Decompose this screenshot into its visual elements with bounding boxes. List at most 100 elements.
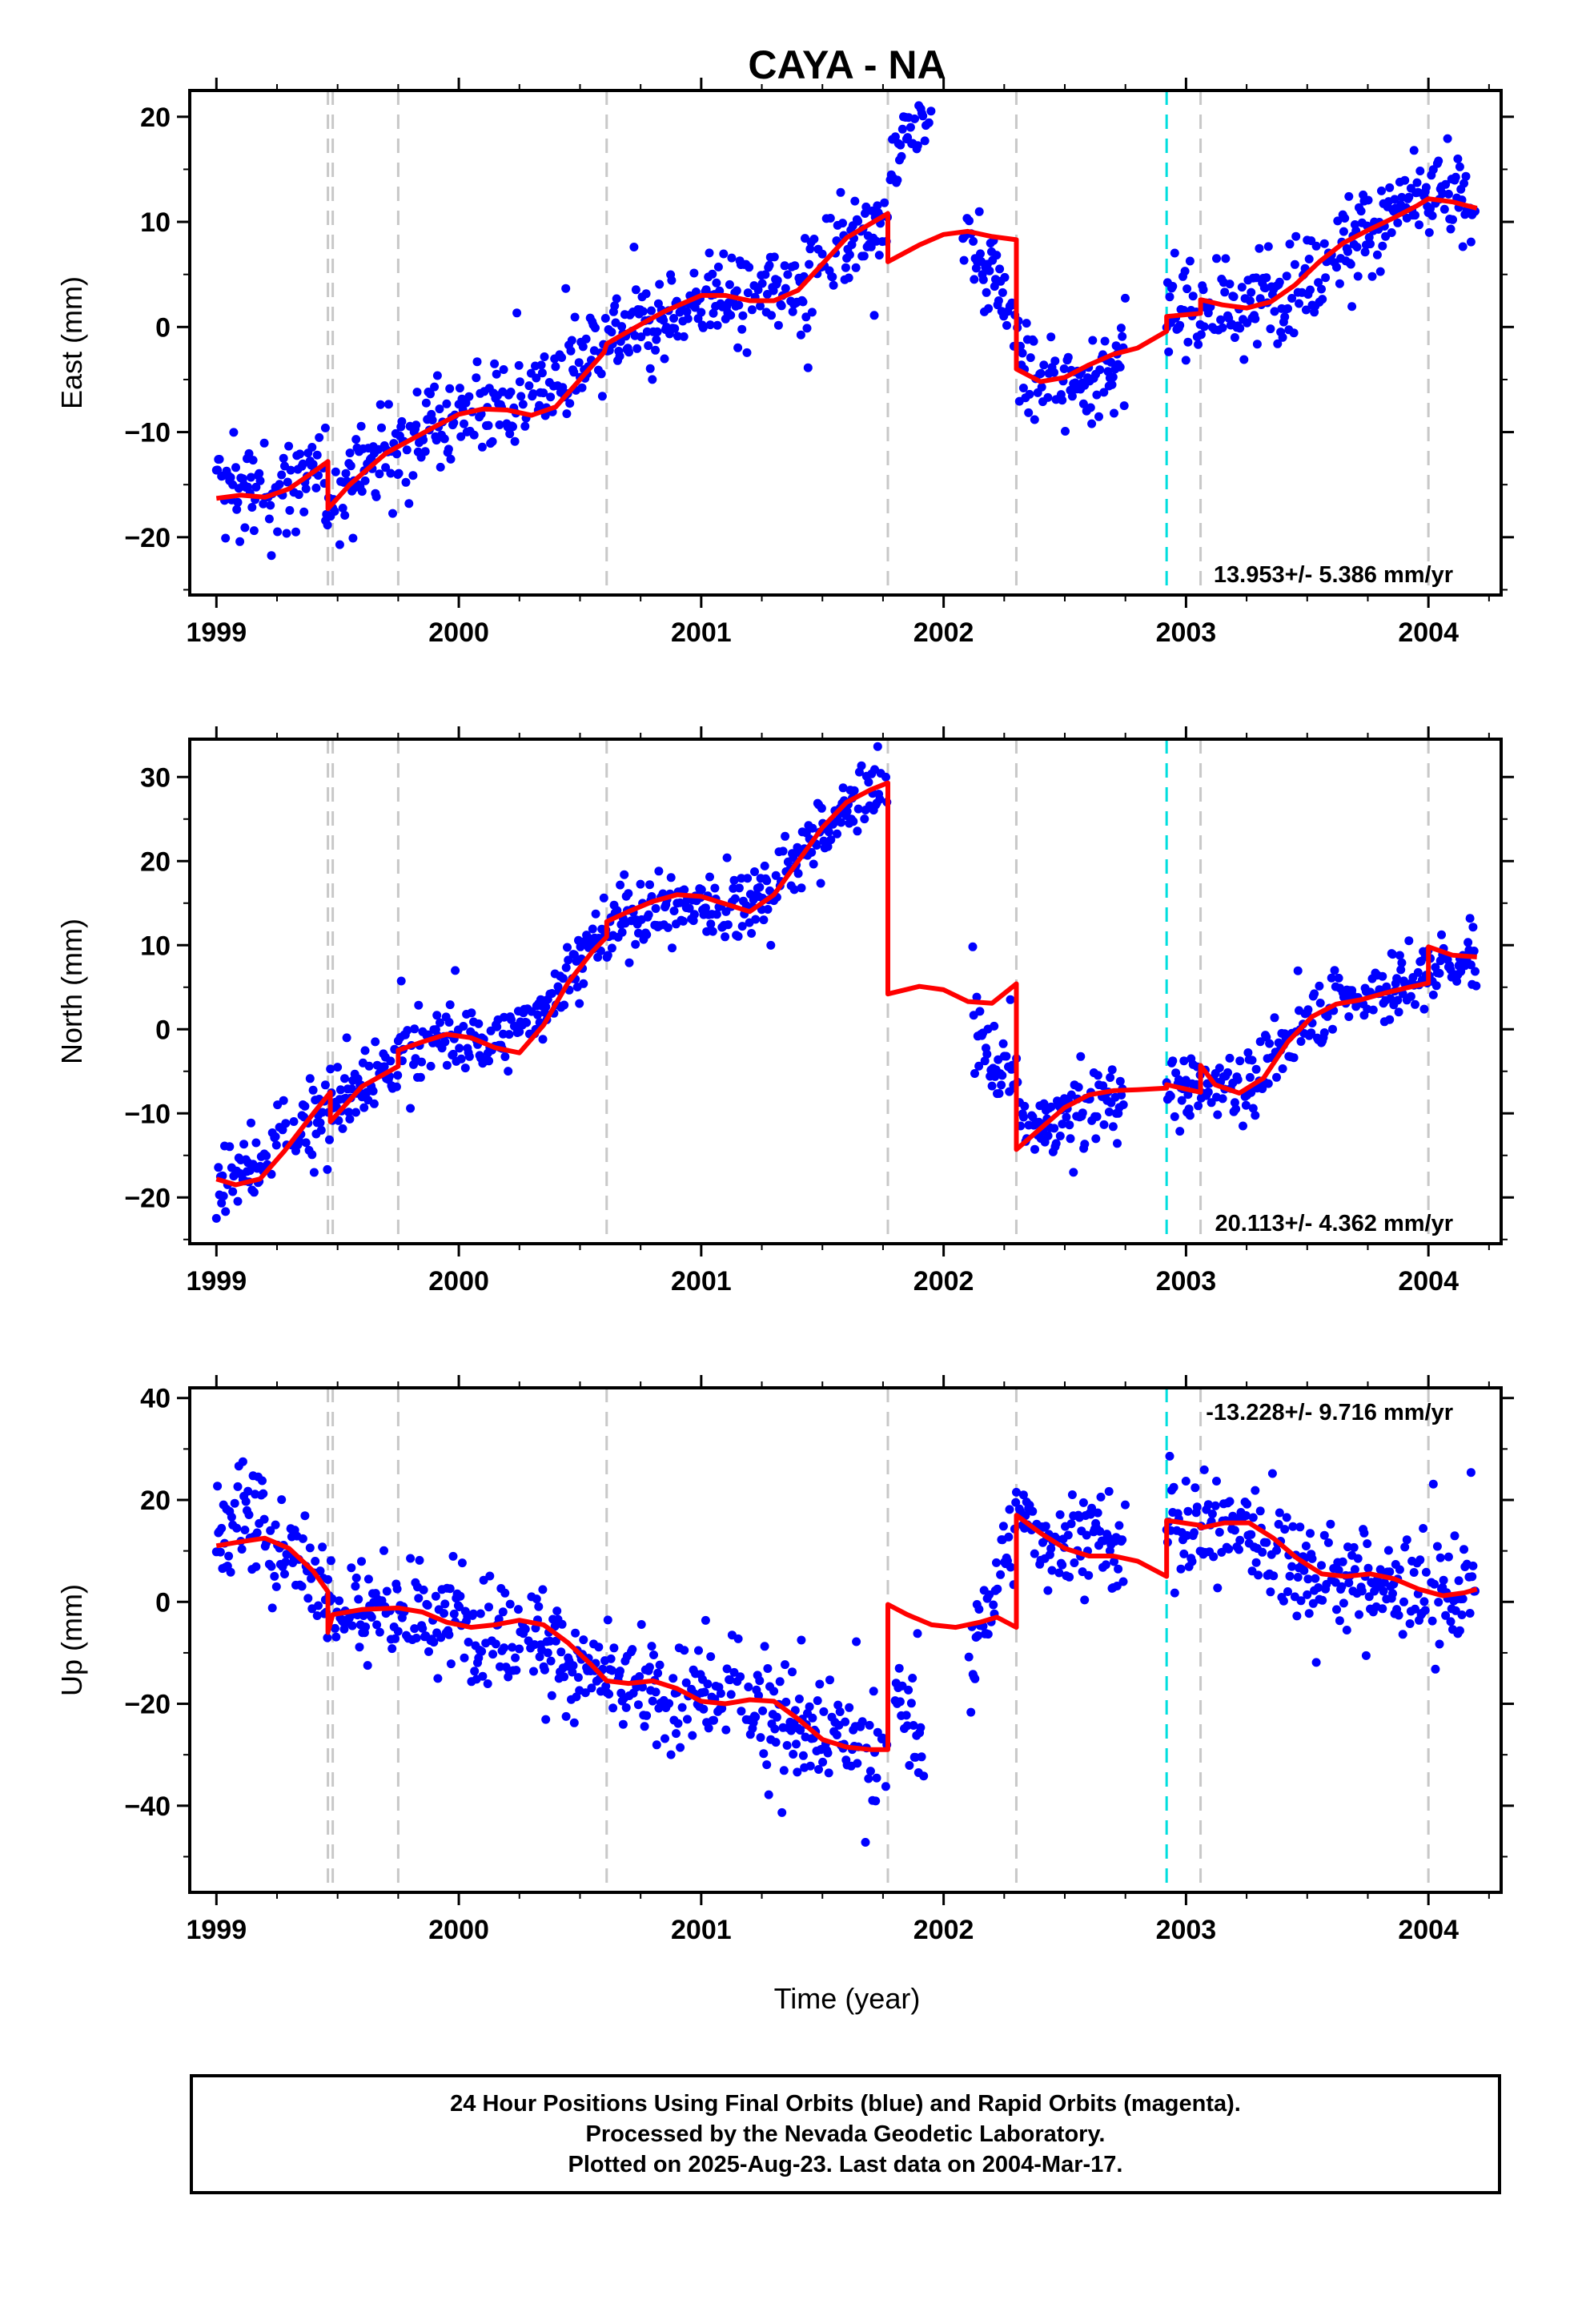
data-point <box>716 1689 725 1699</box>
data-point <box>1165 1451 1174 1461</box>
data-point <box>510 436 520 446</box>
data-point <box>769 1687 779 1696</box>
data-point <box>1274 1519 1283 1529</box>
data-point <box>744 1683 753 1691</box>
data-point <box>1043 1131 1053 1140</box>
data-point <box>792 1739 801 1749</box>
data-point <box>1435 1553 1445 1562</box>
data-point <box>606 1654 616 1663</box>
data-point <box>1363 1539 1372 1549</box>
data-point <box>636 1620 646 1629</box>
data-point <box>709 1715 718 1725</box>
data-point <box>387 1644 397 1654</box>
data-point <box>838 783 848 793</box>
data-point <box>1465 1609 1475 1618</box>
data-point <box>338 504 347 513</box>
data-point <box>1051 1139 1061 1148</box>
data-point <box>226 472 235 482</box>
data-point <box>824 827 833 837</box>
data-point <box>371 492 381 501</box>
data-point <box>897 124 907 134</box>
y-axis-label: Up (mm) <box>55 1584 88 1696</box>
data-point <box>579 1635 588 1645</box>
x-tick-label: 2000 <box>428 617 489 648</box>
data-point <box>1458 242 1468 251</box>
x-tick-label: 2001 <box>671 617 732 648</box>
data-point <box>1106 1073 1115 1082</box>
data-point <box>221 533 231 543</box>
data-point <box>1096 1492 1106 1502</box>
data-point <box>1379 1586 1388 1596</box>
data-point <box>488 1650 498 1659</box>
data-point <box>1353 271 1363 281</box>
data-point <box>1233 1075 1243 1084</box>
data-point <box>430 382 440 392</box>
data-point <box>1041 1522 1050 1531</box>
north-panel: −20 −10 0 10 20 30 1999 2000 2001 2002 2003 2004 Nor… <box>55 726 1514 1297</box>
data-point <box>802 324 812 333</box>
data-point <box>1310 989 1319 999</box>
data-point <box>1397 958 1407 967</box>
data-point <box>895 1697 905 1707</box>
data-point <box>1199 322 1209 332</box>
data-point <box>1196 330 1206 340</box>
data-point <box>333 1063 343 1072</box>
data-point <box>1404 936 1414 946</box>
data-point <box>1272 1546 1281 1555</box>
data-point <box>557 1619 567 1629</box>
data-point <box>823 1748 833 1758</box>
data-point <box>1078 399 1088 408</box>
data-point <box>1098 1081 1108 1091</box>
data-point <box>506 388 516 396</box>
data-point <box>279 453 288 463</box>
data-point <box>440 1037 450 1047</box>
data-point <box>315 432 324 442</box>
data-point <box>351 1108 360 1117</box>
data-point <box>1074 1083 1083 1092</box>
data-point <box>448 1551 458 1561</box>
data-point <box>1364 233 1374 242</box>
data-point <box>1307 1028 1316 1038</box>
data-point <box>1295 299 1303 308</box>
data-point <box>769 252 779 262</box>
data-point <box>1293 966 1303 975</box>
data-point <box>1388 950 1397 959</box>
data-point <box>689 268 699 278</box>
y-tick-label: 10 <box>140 931 171 961</box>
data-point <box>680 1646 689 1655</box>
data-point <box>227 1512 236 1522</box>
data-point <box>1235 324 1245 333</box>
data-point <box>445 1000 455 1010</box>
data-point <box>457 1558 467 1568</box>
data-point <box>712 278 721 287</box>
data-point <box>1230 1526 1239 1535</box>
data-point <box>723 920 733 930</box>
axes-frame <box>188 1386 1503 1894</box>
data-point <box>515 377 524 387</box>
data-point <box>974 1605 984 1614</box>
data-point <box>1183 337 1193 347</box>
data-point <box>348 533 358 543</box>
data-point <box>770 1724 780 1734</box>
data-point <box>825 1675 834 1685</box>
data-point <box>316 1125 326 1135</box>
data-point <box>857 1717 867 1727</box>
data-point <box>469 430 479 440</box>
data-point <box>838 219 847 228</box>
data-point <box>766 940 776 950</box>
data-point <box>779 1766 789 1775</box>
data-point <box>524 381 534 391</box>
data-point <box>807 847 817 857</box>
data-point <box>371 1037 380 1047</box>
data-point <box>1468 1561 1478 1570</box>
data-point <box>959 255 969 265</box>
up-panel: −40 −20 0 20 40 1999 2000 2001 2002 2003 2004 Up (m… <box>55 1375 1514 1945</box>
data-point <box>433 1674 443 1683</box>
data-point <box>323 521 332 530</box>
data-point <box>1004 1532 1014 1542</box>
data-point <box>1269 1571 1279 1581</box>
data-point <box>1347 302 1357 312</box>
data-point <box>412 388 422 397</box>
data-point <box>1342 1626 1351 1634</box>
data-point <box>919 1771 929 1781</box>
